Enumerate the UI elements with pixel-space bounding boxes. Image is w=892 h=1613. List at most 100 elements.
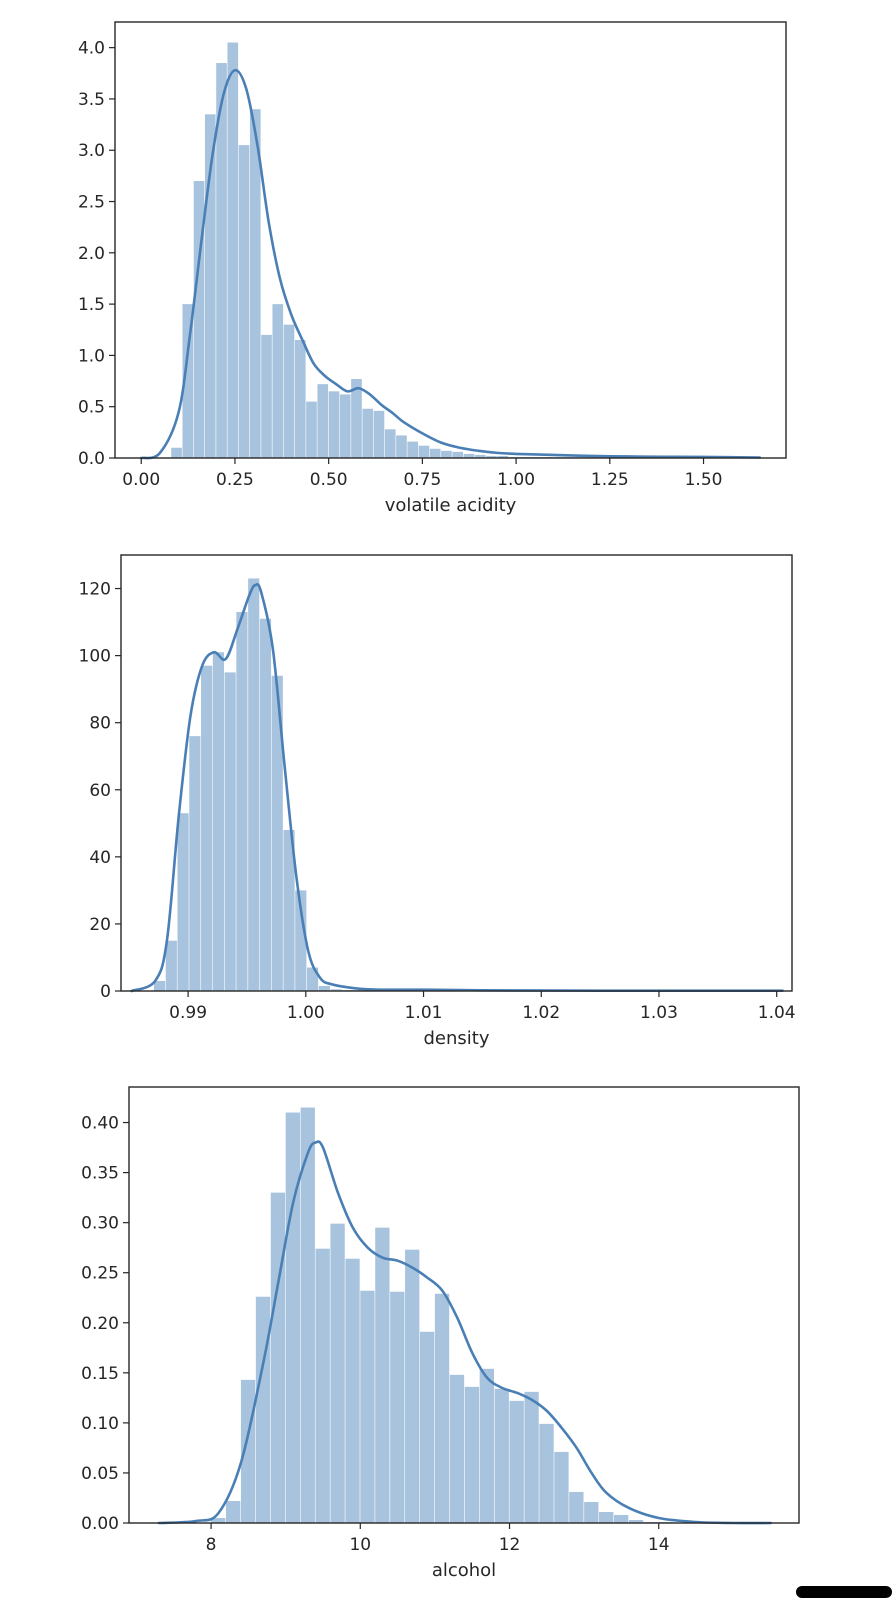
histogram-bar (189, 736, 201, 991)
histogram-bar (441, 450, 452, 458)
y-tick-label: 80 (89, 714, 111, 734)
histogram-bar (225, 1500, 241, 1523)
histogram-bar (211, 1517, 226, 1523)
histogram-bar (317, 384, 329, 458)
histogram-bar (375, 1227, 390, 1523)
histogram-bars (153, 578, 778, 991)
histogram-bar (569, 1491, 584, 1523)
x-axis-ticks: 0.99 1.00 1.01 1.02 1.03 1.04 (169, 991, 796, 1023)
histogram-bar (270, 1192, 286, 1523)
histogram-bar (171, 447, 182, 458)
histogram-bar (306, 401, 317, 458)
histogram-bar (255, 1296, 271, 1523)
histogram-bar (201, 665, 213, 991)
histogram-bar (360, 1290, 375, 1523)
y-tick-label: 40 (89, 848, 111, 868)
histogram-bar (434, 1293, 450, 1523)
histogram-bar (509, 1400, 524, 1523)
x-axis-ticks: 0.00 0.25 0.50 0.75 1.00 1.25 1.50 (122, 458, 722, 490)
histogram-bar (259, 618, 272, 991)
y-tick-label: 0.25 (81, 1264, 119, 1284)
histogram-bar (216, 63, 227, 458)
histogram-bar (224, 672, 236, 991)
histogram-bar (272, 304, 284, 458)
histogram-bar (554, 1451, 569, 1523)
y-tick-label: 0.0 (78, 449, 105, 469)
y-tick-label: 120 (79, 580, 111, 600)
y-tick-label: 100 (79, 647, 111, 667)
x-tick-label: 0.25 (216, 470, 254, 490)
y-tick-label: 1.5 (78, 295, 105, 315)
histogram-bar (236, 612, 248, 991)
histogram-bar (283, 830, 295, 991)
histogram-bar (261, 334, 272, 458)
histogram-bar (283, 324, 295, 458)
y-axis-ticks: 0 20 40 60 80 100 120 (79, 580, 121, 1002)
histogram-bar (419, 1331, 435, 1523)
histogram-bar (524, 1391, 539, 1523)
x-axis-label: volatile acidity (385, 495, 517, 516)
histogram-bar (384, 429, 396, 458)
kde-curve (130, 582, 784, 993)
histogram-bar (294, 340, 306, 458)
y-tick-label: 0.5 (78, 398, 105, 418)
y-tick-label: 2.5 (78, 193, 105, 213)
histogram-bar (227, 42, 239, 459)
histogram-bar (307, 967, 319, 991)
histogram-bar (497, 455, 509, 458)
y-axis-ticks: 0.00 0.05 0.10 0.15 0.20 0.25 0.30 0.35 0.40 (81, 1114, 129, 1534)
histogram-bar (271, 675, 283, 991)
histogram-bar (486, 455, 497, 458)
histogram-bar (539, 1423, 554, 1523)
y-tick-label: 0.30 (81, 1214, 119, 1234)
histogram-bar (248, 578, 260, 991)
histogram-bar (351, 379, 362, 458)
histogram-bar (429, 448, 441, 458)
histogram-bar (328, 391, 340, 458)
x-tick-label: 1.01 (405, 1003, 443, 1023)
y-axis-ticks: 0.0 0.5 1.0 1.5 2.0 2.5 3.0 3.5 4.0 (78, 39, 115, 469)
x-tick-label: 1.50 (685, 470, 723, 490)
histogram-bar (295, 890, 307, 991)
histogram-bar (182, 304, 194, 458)
histogram-bar (177, 813, 189, 991)
histogram-bar (285, 1112, 300, 1523)
y-tick-label: 60 (89, 781, 111, 801)
density-histogram: 0 20 40 60 80 100 120 0.99 1.00 1.01 1.02 1.03 1.04… (79, 554, 796, 1049)
y-tick-label: 0.20 (81, 1314, 119, 1334)
histogram-bar (318, 985, 330, 991)
y-tick-label: 0.15 (81, 1364, 119, 1384)
x-tick-label: 10 (349, 1535, 371, 1555)
x-tick-label: 8 (206, 1535, 217, 1555)
histogram-bar (165, 940, 177, 991)
kde-curve (139, 68, 762, 460)
histogram-bar (212, 652, 224, 991)
x-tick-label: 12 (499, 1535, 521, 1555)
x-tick-label: 14 (648, 1535, 670, 1555)
y-tick-label: 0.00 (81, 1514, 119, 1534)
histogram-bar (418, 445, 430, 458)
x-tick-label: 1.03 (640, 1003, 678, 1023)
x-tick-label: 0.99 (169, 1003, 207, 1023)
histogram-bar (339, 394, 351, 458)
kde-curve (157, 1140, 772, 1525)
histogram-bar (193, 181, 205, 458)
histogram-bar (204, 114, 216, 458)
x-axis-label: density (424, 1028, 490, 1049)
home-indicator-bar (796, 1586, 892, 1598)
x-tick-label: 0.75 (403, 470, 441, 490)
alcohol-histogram: 0.00 0.05 0.10 0.15 0.20 0.25 0.30 0.35 0.40 8 10… (81, 1086, 800, 1581)
x-tick-label: 0.50 (310, 470, 348, 490)
y-tick-label: 0 (100, 982, 111, 1002)
histogram-bar (474, 454, 486, 458)
histogram-bar (390, 1291, 405, 1523)
histogram-bar (362, 408, 374, 458)
histogram-bar (452, 451, 464, 458)
y-tick-label: 4.0 (78, 39, 105, 59)
histogram-bar (407, 441, 419, 458)
plot-frame (120, 554, 793, 992)
y-tick-label: 0.05 (81, 1464, 119, 1484)
y-tick-label: 3.5 (78, 90, 105, 110)
histogram-bar (300, 1107, 315, 1523)
